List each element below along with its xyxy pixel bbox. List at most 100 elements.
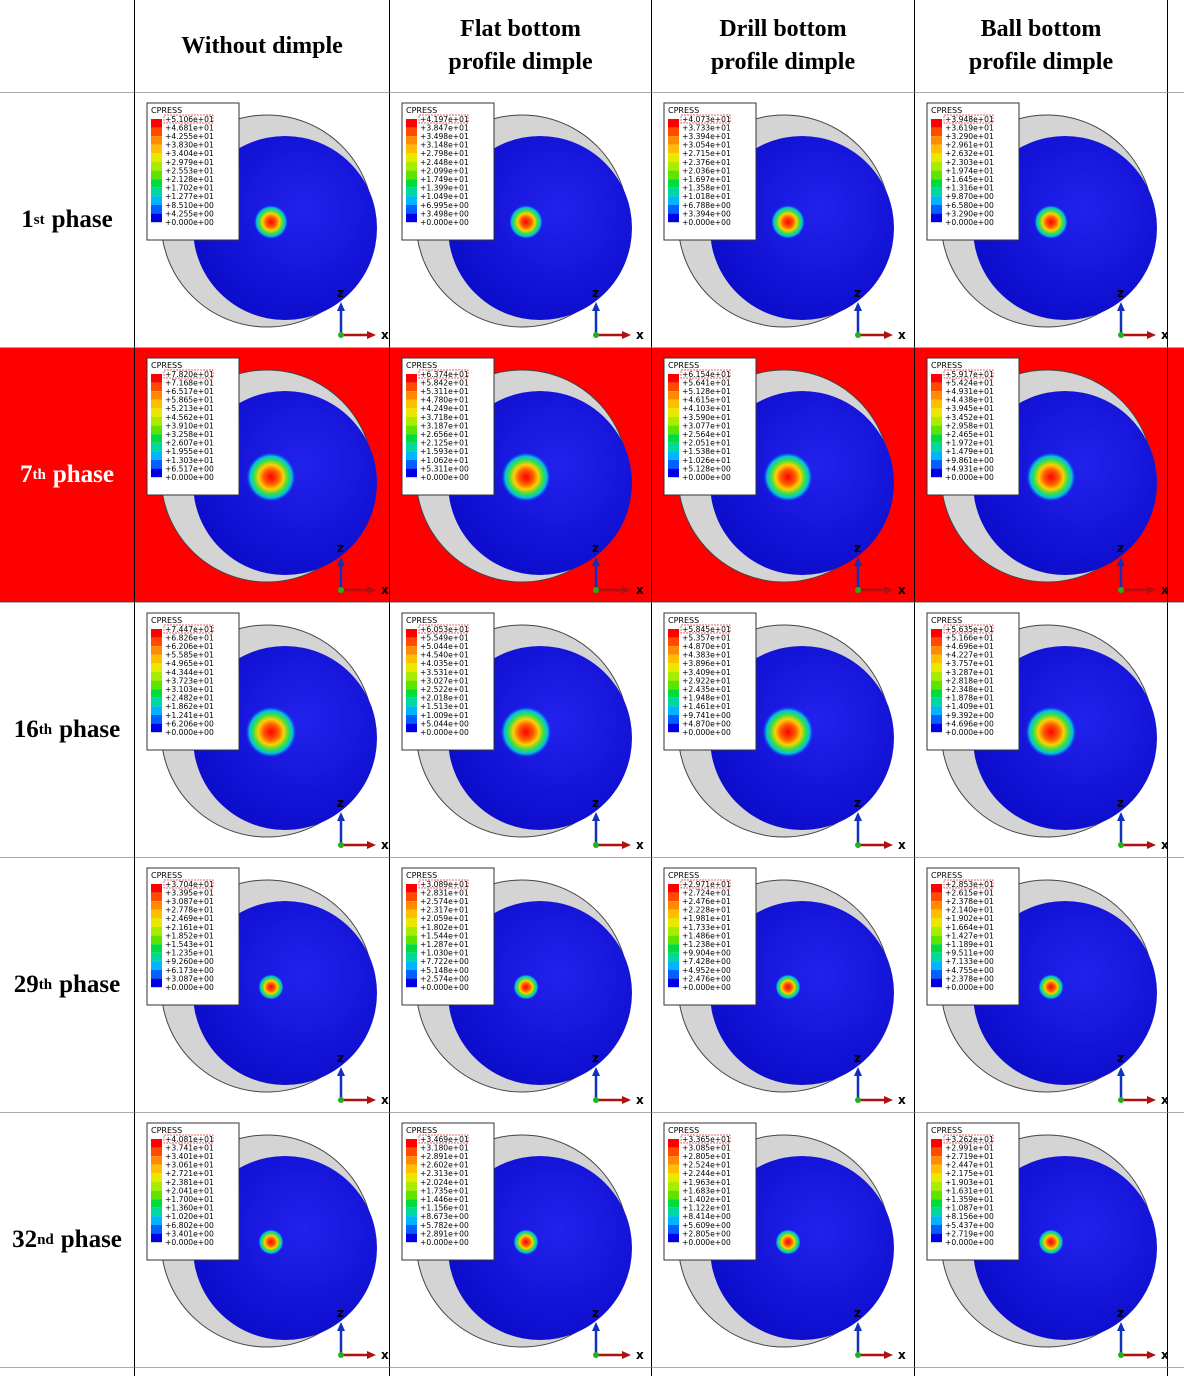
corner-cell [0,0,135,93]
legend-band [668,1225,679,1234]
legend-band [151,196,162,205]
x-arrow-head [1147,586,1156,594]
legend-title: CPRESS [668,1126,699,1135]
contour-plot: CPRESS+3.704e+01+3.395e+01+3.087e+01+2.7… [135,858,390,1113]
legend-value: +0.000e+00 [945,728,994,737]
pressure-spot [771,205,805,239]
legend-band [406,689,417,698]
result-cell: CPRESS+5.635e+01+5.166e+01+4.696e+01+4.2… [915,603,1168,858]
legend-band [151,961,162,970]
legend-value: +0.000e+00 [682,728,731,737]
legend-band [406,944,417,953]
legend-band [668,205,679,214]
legend-band [931,400,942,409]
legend-title: CPRESS [406,1126,437,1135]
legend-band [151,136,162,145]
contour-plot: CPRESS+3.262e+01+2.991e+01+2.719e+01+2.4… [915,1113,1168,1368]
legend-band [151,901,162,910]
bottom-cell [390,1368,652,1376]
legend-band [931,179,942,188]
legend-band [668,1139,679,1148]
legend-band [931,672,942,681]
legend-band [406,119,417,128]
legend-band [406,469,417,478]
legend-band [151,214,162,223]
legend-band [668,961,679,970]
legend-title: CPRESS [668,361,699,370]
legend-title: CPRESS [668,616,699,625]
legend-band [406,918,417,927]
triad-x-label: x [636,838,644,852]
triad-origin [338,332,344,338]
column-header: Flat bottomprofile dimple [390,0,652,93]
triad-z-label: z [337,1306,344,1320]
legend-band [668,1148,679,1157]
result-cell: CPRESS+4.081e+01+3.741e+01+3.401e+01+3.0… [135,1113,390,1368]
triad-x-label: x [636,583,644,597]
triad-z-label: z [592,1051,599,1065]
legend-band [151,128,162,137]
legend-band [151,672,162,681]
triad-x-label: x [636,1348,644,1362]
legend-band [151,1199,162,1208]
z-arrow-head [1117,302,1125,311]
triad-z-label: z [337,1051,344,1065]
legend-band [151,655,162,664]
contour-plot: CPRESS+5.917e+01+5.424e+01+4.931e+01+4.4… [915,348,1168,603]
legend-band [406,970,417,979]
triad-origin [593,842,599,848]
legend-band [406,1173,417,1182]
legend-band [931,443,942,452]
legend-band [151,153,162,162]
legend-band [931,629,942,638]
legend-band [151,698,162,707]
legend-band [668,408,679,417]
legend-band [406,417,417,426]
legend-band [668,698,679,707]
contour-plot: CPRESS+3.948e+01+3.619e+01+3.290e+01+2.9… [915,93,1168,348]
legend-band [931,1165,942,1174]
triad-x-label: x [1161,838,1168,852]
result-cell: CPRESS+7.447e+01+6.826e+01+6.206e+01+5.5… [135,603,390,858]
legend-band [151,417,162,426]
pressure-spot [1026,452,1075,501]
z-arrow-head [1117,1322,1125,1331]
legend-band [931,918,942,927]
contour-plot: CPRESS+5.845e+01+5.357e+01+4.870e+01+4.3… [652,603,914,858]
z-arrow-head [337,1322,345,1331]
triad-z-label: z [592,286,599,300]
x-arrow-head [1147,331,1156,339]
x-arrow-head [884,331,893,339]
triad-z-label: z [1117,1306,1124,1320]
legend-title: CPRESS [406,361,437,370]
legend-band [406,1139,417,1148]
legend-band [151,629,162,638]
legend-band [668,1165,679,1174]
legend-band [668,188,679,197]
legend-band [668,1199,679,1208]
legend-value: +0.000e+00 [682,218,731,227]
legend-band [931,893,942,902]
triad-origin [1118,842,1124,848]
legend-band [406,374,417,383]
legend-value: +0.000e+00 [945,983,994,992]
legend-title: CPRESS [151,1126,182,1135]
x-arrow-head [622,841,631,849]
legend-band [931,1234,942,1243]
triad-z-label: z [592,1306,599,1320]
header-line: Without dimple [181,30,343,63]
legend-band [151,1156,162,1165]
legend-title: CPRESS [151,361,182,370]
triad-z-label: z [337,541,344,555]
z-arrow-head [337,302,345,311]
legend-value: +0.000e+00 [945,473,994,482]
legend-band [668,374,679,383]
legend-value: +0.000e+00 [945,218,994,227]
legend-band [406,655,417,664]
edge-cell [1168,603,1184,858]
edge-cell [1168,0,1184,93]
triad-origin [593,332,599,338]
legend-band [931,205,942,214]
legend-band [668,681,679,690]
legend-band [406,1191,417,1200]
